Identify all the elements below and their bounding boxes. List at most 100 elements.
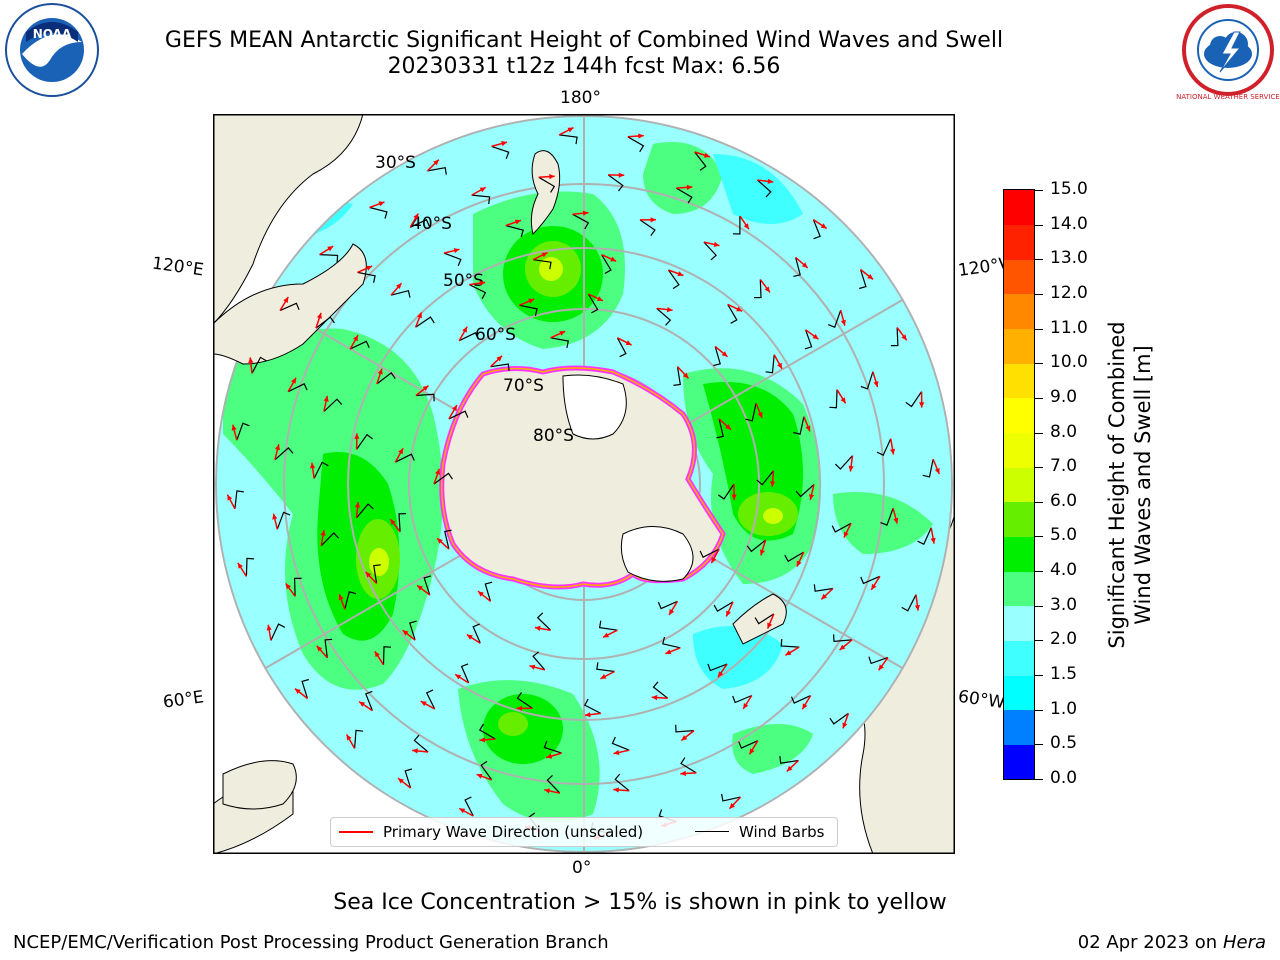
- colorbar-tick-label: 0.0: [1050, 768, 1078, 788]
- wave-arrow-head: [377, 368, 383, 375]
- wind-barb: [415, 393, 435, 402]
- wind-barb: [765, 354, 775, 374]
- wave-arrow-head: [413, 213, 419, 220]
- wave-arrow-head: [669, 608, 675, 615]
- wave-arrow-head: [323, 395, 329, 402]
- wind-barb: [756, 470, 774, 486]
- wind-barb: [365, 690, 373, 711]
- wave-arrow-head: [767, 622, 773, 629]
- wind-barb: [409, 218, 430, 228]
- colorbar-segment: [1004, 363, 1034, 399]
- wave-arrow-head: [651, 694, 658, 701]
- wind-barb: [444, 529, 452, 550]
- colorbar-tick-label: 11.0: [1050, 317, 1088, 338]
- wave-arrow-head: [820, 223, 827, 229]
- wave-arrow-head: [729, 803, 736, 809]
- wave-arrow-head: [476, 773, 483, 779]
- wind-barb: [753, 279, 762, 299]
- wave-arrow-head: [320, 530, 326, 536]
- wave-arrow-head: [930, 537, 936, 544]
- wave-arrow-head: [478, 591, 484, 597]
- wave-arrow-head: [770, 481, 776, 487]
- wind-barb: [738, 740, 759, 749]
- wind-barb: [813, 584, 834, 592]
- wave-arrow-head: [479, 737, 485, 743]
- wave-arrow-head: [682, 372, 689, 379]
- colorbar-tick: [1035, 259, 1043, 261]
- colorbar-tick-label: 14.0: [1050, 213, 1088, 234]
- wave-legend-label: Primary Wave Direction (unscaled): [383, 823, 644, 841]
- wave-arrow-head: [848, 465, 854, 472]
- colorbar-tick: [1035, 640, 1043, 642]
- wave-arrow-head: [812, 333, 819, 340]
- lon-label-120e: 120°E: [150, 253, 205, 281]
- colorbar-segment: [1004, 675, 1034, 711]
- wave-arrow-head: [878, 664, 884, 671]
- wind-barb: [745, 403, 757, 422]
- wind-barb: [732, 694, 753, 704]
- wave-arrow-head: [801, 262, 808, 268]
- colorbar-segment: [1004, 640, 1034, 676]
- colorbar-tick-label: 12.0: [1050, 282, 1088, 303]
- colorbar-tick-label: 8.0: [1050, 421, 1078, 442]
- wave-arrow-head: [704, 152, 710, 158]
- wind-barb: [471, 194, 491, 204]
- wave-arrow-head: [378, 201, 385, 207]
- wave-arrow-head: [767, 178, 774, 184]
- lon-label-60w: 60°W: [956, 686, 1007, 714]
- wind-barb: [673, 366, 681, 386]
- wind-barb: [443, 252, 462, 267]
- wave-arrow-head: [417, 312, 422, 319]
- wind-barb: [505, 225, 524, 238]
- wind-barb: [413, 734, 429, 753]
- wave-arrow-head: [549, 174, 555, 180]
- wind-barb: [538, 176, 556, 193]
- wave-arrow-head: [452, 405, 457, 412]
- wave-arrow-head: [759, 549, 765, 556]
- wind-barb: [834, 455, 853, 470]
- wind-barb: [409, 620, 417, 641]
- wind-barb: [716, 418, 724, 439]
- wind-barb: [357, 271, 376, 283]
- wave-arrow-head: [725, 424, 731, 430]
- wave-arrow-head: [479, 280, 486, 286]
- wind-barb: [236, 422, 250, 441]
- wind-barb: [598, 620, 618, 631]
- wave-arrow-head: [919, 402, 925, 408]
- wave-arrow-head: [390, 519, 396, 525]
- colorbar-tick: [1035, 744, 1043, 746]
- wind-barb: [279, 302, 300, 312]
- wind-barb: [754, 613, 775, 625]
- colorbar-tick: [1035, 709, 1043, 711]
- colorbar-tick: [1035, 501, 1043, 503]
- wind-barb: [827, 310, 842, 328]
- wave-arrow-head: [237, 562, 243, 569]
- wave-arrow-head: [398, 778, 404, 784]
- wave-arrow-head: [736, 306, 743, 312]
- colorbar-tick-label: 10.0: [1050, 352, 1088, 373]
- wave-arrow-head: [366, 265, 373, 271]
- colorbar-tick-label: 9.0: [1050, 386, 1078, 407]
- lat-label-70s: 70°S: [503, 376, 544, 396]
- wave-arrow-head: [873, 381, 879, 387]
- colorbar-label: Significant Height of Combined Wind Wave…: [1104, 321, 1156, 648]
- wind-barb: [276, 511, 291, 530]
- map-legend: Primary Wave Direction (unscaled) Wind B…: [330, 817, 838, 847]
- wave-arrow-head: [248, 357, 254, 363]
- wind-barb: [270, 623, 286, 641]
- wave-arrow-head: [713, 241, 720, 247]
- nws-logo: NATIONAL WEATHER SERVICE: [1176, 4, 1280, 101]
- colorbar-tick: [1035, 605, 1043, 607]
- colorbar-segment: [1004, 605, 1034, 641]
- wave-arrow-head: [546, 753, 553, 759]
- wave-arrow-head: [466, 634, 473, 640]
- wind-barb: [550, 337, 570, 349]
- wind-barb: [905, 391, 923, 408]
- wave-arrow-head: [665, 649, 672, 655]
- wave-arrow-head: [310, 462, 316, 469]
- colorbar-tick-label: 6.0: [1050, 490, 1078, 511]
- wind-barb: [639, 219, 656, 237]
- wind-barb: [519, 304, 538, 316]
- wind-legend-swatch: [695, 831, 729, 832]
- wind-barb: [829, 389, 838, 409]
